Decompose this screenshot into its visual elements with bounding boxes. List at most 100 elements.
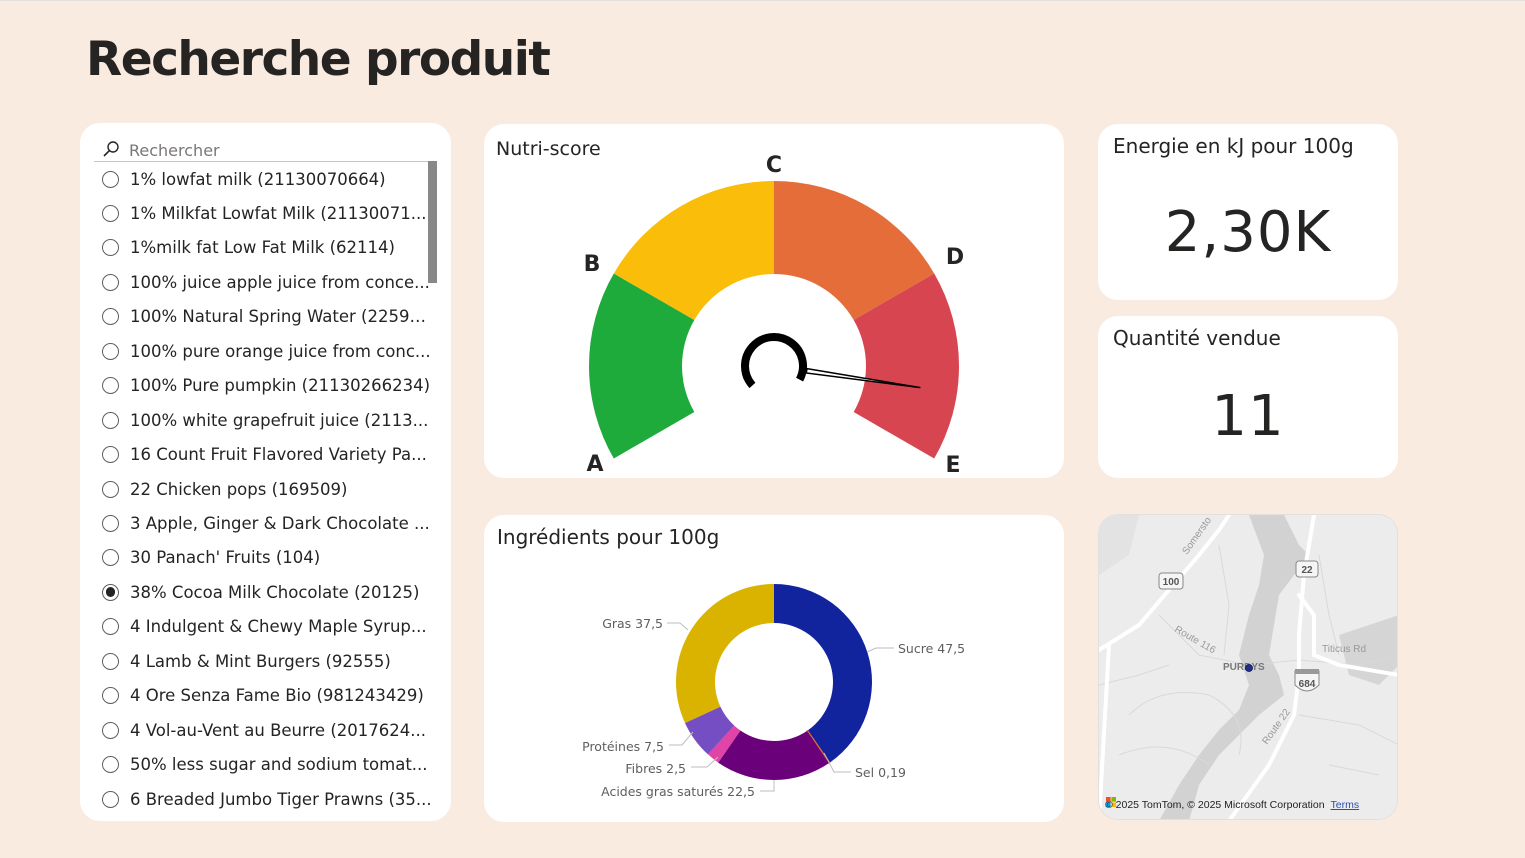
donut-slice-gras[interactable]	[676, 584, 774, 723]
list-item[interactable]: 4 Lamb & Mint Burgers (92555)	[102, 644, 436, 678]
list-item[interactable]: 100% juice apple juice from conce...	[102, 265, 436, 299]
svg-text:22: 22	[1301, 565, 1313, 576]
radio-icon[interactable]	[102, 481, 119, 498]
list-item-label: 4 Vol-au-Vent au Beurre (2017624...	[130, 721, 434, 740]
list-item[interactable]: 100% pure orange juice from conc...	[102, 334, 436, 368]
list-item[interactable]: 22 Chicken pops (169509)	[102, 472, 436, 506]
donut-title: Ingrédients pour 100g	[497, 525, 719, 549]
gauge-label-d: D	[946, 245, 964, 270]
map-canvas[interactable]: 100 22 684 Somersto Route 116 Titicus Rd…	[1099, 515, 1398, 820]
top-border	[0, 0, 1525, 1]
list-item[interactable]: 1% Milkfat Lowfat Milk (21130071...	[102, 196, 436, 230]
radio-icon[interactable]	[102, 446, 119, 463]
gauge-label-c: C	[766, 153, 782, 178]
radio-icon[interactable]	[102, 171, 119, 188]
list-item-label: 100% Natural Spring Water (22592...	[130, 307, 434, 326]
road-shield-22: 22	[1296, 561, 1318, 577]
donut-data-label: Sucre 47,5	[898, 641, 965, 656]
radio-icon[interactable]	[102, 722, 119, 739]
search-box[interactable]	[94, 137, 437, 162]
list-item[interactable]: 4 Vol-au-Vent au Beurre (2017624...	[102, 713, 436, 747]
attribution-text: © 2025 TomTom, © 2025 Microsoft Corporat…	[1105, 799, 1325, 811]
energy-kpi-card: Energie en kJ pour 100g 2,30K	[1098, 124, 1398, 300]
list-item[interactable]: 6 Breaded Jumbo Tiger Prawns (35...	[102, 782, 436, 816]
list-item-label: 1% lowfat milk (21130070664)	[130, 170, 434, 189]
radio-icon[interactable]	[102, 756, 119, 773]
search-input[interactable]	[129, 139, 409, 161]
list-item-label: 22 Chicken pops (169509)	[130, 480, 434, 499]
list-item-label: 4 Lamb & Mint Burgers (92555)	[130, 652, 434, 671]
list-item[interactable]: 100% Pure pumpkin (21130266234)	[102, 369, 436, 403]
donut-slice-sucre[interactable]	[774, 584, 872, 763]
map-attribution: © 2025 TomTom, © 2025 Microsoft Corporat…	[1105, 799, 1359, 811]
donut-data-label: Protéines 7,5	[582, 739, 664, 754]
map-card[interactable]: 100 22 684 Somersto Route 116 Titicus Rd…	[1098, 514, 1398, 820]
gauge-hub-icon	[745, 337, 803, 385]
radio-icon[interactable]	[102, 549, 119, 566]
page-title: Recherche produit	[86, 32, 549, 87]
quantity-kpi-value: 11	[1098, 384, 1398, 449]
list-item[interactable]: 16 Count Fruit Flavored Variety Pa...	[102, 438, 436, 472]
leader-line	[760, 780, 774, 791]
gauge-label-a: A	[586, 452, 603, 477]
list-item[interactable]: 100% Natural Spring Water (22592...	[102, 300, 436, 334]
list-item[interactable]: 38% Cocoa Milk Chocolate (20125)	[102, 575, 436, 609]
list-item[interactable]: 4 Indulgent & Chewy Maple Syrup...	[102, 610, 436, 644]
energy-kpi-value: 2,30K	[1098, 200, 1398, 265]
list-item[interactable]: 100% white grapefruit juice (2113...	[102, 403, 436, 437]
list-item[interactable]: 1%milk fat Low Fat Milk (62114)	[102, 231, 436, 265]
radio-icon[interactable]	[102, 515, 119, 532]
donut-data-label: Fibres 2,5	[625, 761, 686, 776]
list-item-label: 4 Ore Senza Fame Bio (981243429)	[130, 686, 434, 705]
map-marker	[1246, 665, 1253, 672]
radio-icon[interactable]	[102, 653, 119, 670]
nutriscore-gauge-card: A B C D E Nutri-score	[484, 124, 1064, 478]
leader-line	[867, 648, 894, 652]
ingredients-donut-card: Sucre 47,5Sel 0,19Acides gras saturés 22…	[484, 515, 1064, 822]
energy-kpi-label: Energie en kJ pour 100g	[1113, 134, 1354, 158]
road-shield-100: 100	[1159, 573, 1183, 589]
radio-icon[interactable]	[102, 412, 119, 429]
list-item-label: 100% white grapefruit juice (2113...	[130, 411, 434, 430]
radio-icon[interactable]	[102, 618, 119, 635]
road-shield-684: 684	[1295, 669, 1319, 691]
list-item-label: 16 Count Fruit Flavored Variety Pa...	[130, 445, 434, 464]
list-item-label: 1%milk fat Low Fat Milk (62114)	[130, 238, 434, 257]
list-item-label: 50% less sugar and sodium tomat...	[130, 755, 434, 774]
scrollbar[interactable]	[428, 161, 437, 283]
radio-icon[interactable]	[102, 343, 119, 360]
radio-icon[interactable]	[102, 308, 119, 325]
list-item[interactable]: 1% lowfat milk (21130070664)	[102, 162, 436, 196]
list-item[interactable]: 50% less sugar and sodium tomat...	[102, 748, 436, 782]
list-item-label: 1% Milkfat Lowfat Milk (21130071...	[130, 204, 434, 223]
gauge-label-b: B	[584, 252, 601, 277]
terms-link[interactable]: Terms	[1331, 799, 1360, 811]
svg-text:684: 684	[1299, 679, 1316, 690]
list-item-label: 6 Breaded Jumbo Tiger Prawns (35...	[130, 790, 434, 809]
radio-selected-icon[interactable]	[102, 584, 119, 601]
gauge-title: Nutri-score	[496, 138, 601, 160]
quantity-kpi-card: Quantité vendue 11	[1098, 316, 1398, 478]
nutriscore-gauge: A B C D E	[484, 124, 1064, 478]
radio-icon[interactable]	[102, 274, 119, 291]
ingredients-donut-chart: Sucre 47,5Sel 0,19Acides gras saturés 22…	[484, 515, 1064, 822]
svg-text:100: 100	[1163, 577, 1180, 588]
list-item-label: 100% pure orange juice from conc...	[130, 342, 434, 361]
radio-icon[interactable]	[102, 377, 119, 394]
list-item-label: 38% Cocoa Milk Chocolate (20125)	[130, 583, 434, 602]
scrollbar-thumb[interactable]	[428, 161, 437, 283]
gauge-label-e: E	[945, 453, 960, 478]
list-item-label: 3 Apple, Ginger & Dark Chocolate ...	[130, 514, 434, 533]
radio-icon[interactable]	[102, 239, 119, 256]
radio-icon[interactable]	[102, 791, 119, 808]
list-item[interactable]: 4 Ore Senza Fame Bio (981243429)	[102, 679, 436, 713]
radio-icon[interactable]	[102, 687, 119, 704]
svg-text:Titicus Rd: Titicus Rd	[1322, 644, 1366, 655]
list-item-label: 30 Panach' Fruits (104)	[130, 548, 434, 567]
radio-icon[interactable]	[102, 205, 119, 222]
list-item-label: 100% juice apple juice from conce...	[130, 273, 434, 292]
product-slicer: 1% lowfat milk (21130070664) 1% Milkfat L…	[80, 123, 451, 821]
list-item[interactable]: 30 Panach' Fruits (104)	[102, 541, 436, 575]
list-item[interactable]: 3 Apple, Ginger & Dark Chocolate ...	[102, 507, 436, 541]
donut-data-label: Gras 37,5	[602, 616, 663, 631]
